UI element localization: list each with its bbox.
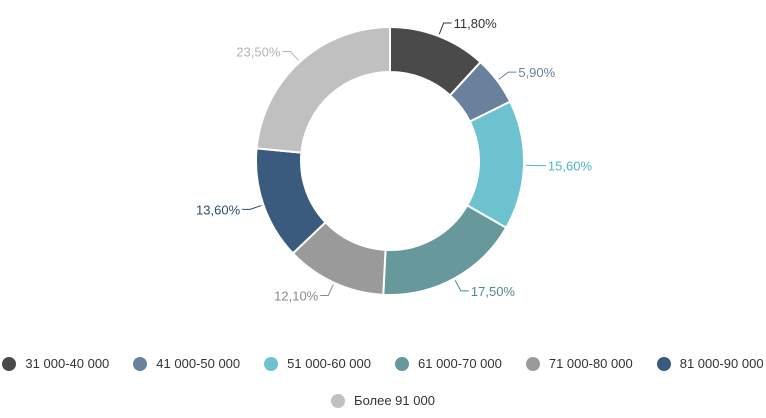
leader-line-7 — [282, 51, 299, 61]
legend-row-2: Более 91 000 — [0, 393, 766, 408]
legend: 31 000-40 000 41 000-50 000 51 000-60 000 6… — [0, 356, 766, 371]
data-label-5: 12,10% — [274, 289, 319, 304]
legend-marker-3 — [264, 356, 279, 371]
legend-item-3: 51 000-60 000 — [264, 356, 371, 371]
legend-label-1: 31 000-40 000 — [25, 356, 110, 371]
data-label-2: 5,90% — [518, 65, 555, 80]
leader-line-5 — [320, 284, 334, 297]
legend-marker-1 — [2, 356, 17, 371]
leader-line-2 — [498, 71, 517, 80]
data-label-4: 17,50% — [471, 284, 516, 299]
leader-line-6 — [242, 204, 262, 210]
legend-marker-5 — [525, 356, 540, 371]
data-labels: 11,80% 5,90% 15,60% 17,50% 12,10% 13,60% 23,50… — [196, 16, 592, 303]
data-label-7: 23,50% — [236, 45, 281, 60]
slice-3 — [465, 100, 525, 230]
legend-label-5: 71 000-80 000 — [548, 356, 633, 371]
legend-item-4: 61 000-70 000 — [395, 356, 502, 371]
legend-label-4: 61 000-70 000 — [418, 356, 502, 371]
legend-marker-4 — [395, 356, 409, 371]
legend-label-6: 81 000-90 000 — [679, 356, 764, 371]
data-label-6: 13,60% — [196, 202, 241, 217]
legend-label-2: 41 000-50 000 — [156, 356, 241, 371]
legend-item-5: 71 000-80 000 — [525, 356, 633, 371]
legend-marker-2 — [133, 356, 148, 371]
legend-marker-6 — [656, 356, 671, 371]
leader-line-4 — [454, 280, 469, 292]
legend-label-3: 51 000-60 000 — [287, 356, 371, 371]
slice-4 — [382, 203, 508, 296]
legend-item-1: 31 000-40 000 — [2, 356, 109, 371]
leader-line-1 — [438, 22, 452, 35]
legend-label-7: Более 91 000 — [354, 393, 435, 408]
data-label-3: 15,60% — [548, 159, 593, 174]
data-label-1: 11,80% — [454, 16, 498, 31]
donut-slices — [255, 25, 525, 296]
legend-item-7: Более 91 000 — [331, 393, 435, 408]
label-leader-lines — [242, 22, 546, 297]
legend-item-6: 81 000-90 000 — [656, 356, 764, 371]
slice-7 — [255, 25, 391, 154]
legend-item-2: 41 000-50 000 — [133, 356, 240, 371]
legend-marker-7 — [331, 393, 346, 408]
